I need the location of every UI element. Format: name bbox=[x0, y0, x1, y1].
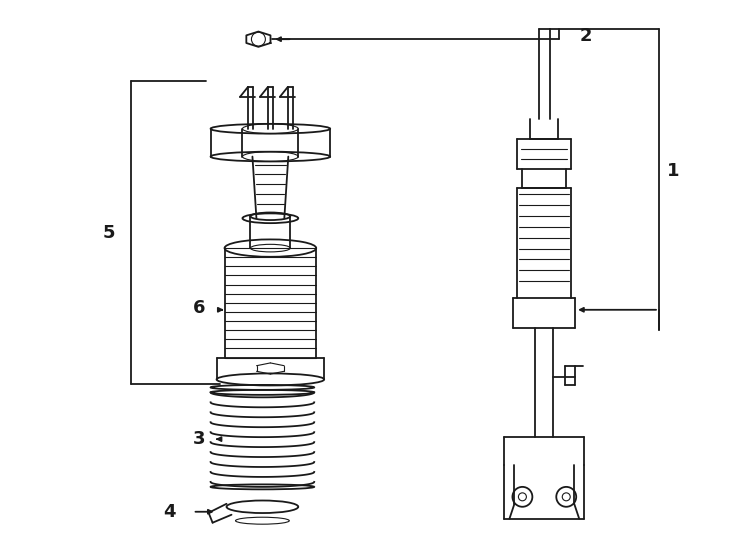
Text: 5: 5 bbox=[103, 224, 115, 242]
Text: 6: 6 bbox=[192, 299, 206, 317]
Text: 2: 2 bbox=[579, 27, 592, 45]
Text: 1: 1 bbox=[667, 161, 680, 179]
Text: 3: 3 bbox=[192, 430, 206, 448]
Text: 4: 4 bbox=[163, 503, 175, 521]
